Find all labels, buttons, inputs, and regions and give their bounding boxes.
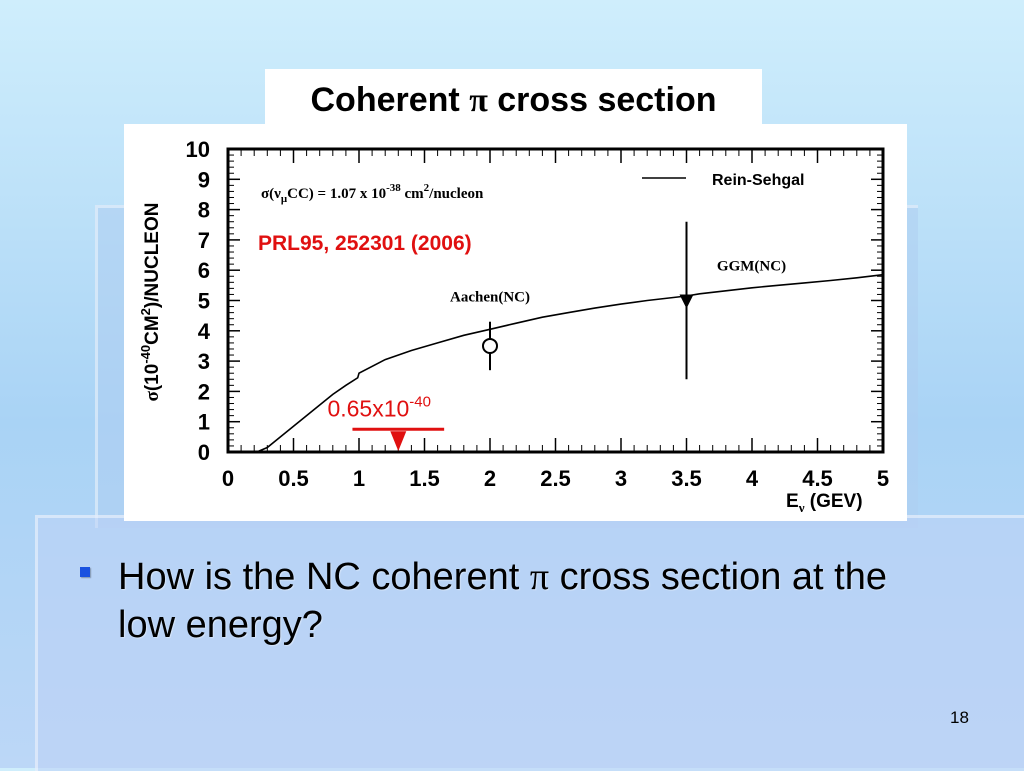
point-label-ggm: GGM(NC) <box>717 259 786 275</box>
x-tick-label: 1 <box>353 466 365 491</box>
cc-cross-section-annotation: σ(νμCC) = 1.07 x 10-38 cm2/nucleon <box>261 182 484 205</box>
x-tick-label: 0.5 <box>278 466 309 491</box>
data-point-aachen <box>482 337 498 354</box>
y-axis-label: σ(10-40CM2)/NUCLEON <box>138 203 163 402</box>
background-panel-bottom <box>35 515 1024 771</box>
x-axis-label: Eν (GEV) <box>786 491 863 515</box>
y-tick-label: 1 <box>198 410 210 435</box>
y-tick-label: 5 <box>198 289 210 314</box>
upper-limit-label: 0.65x10-40 <box>327 393 431 421</box>
upper-limit-label-exp: -40 <box>409 393 431 410</box>
legend-label-rein-sehgal: Rein-Sehgal <box>712 172 804 189</box>
y-tick-label: 8 <box>198 198 210 223</box>
y-tick-label: 3 <box>198 349 210 374</box>
slide-number: 18 <box>950 708 969 727</box>
y-tick-label: 0 <box>198 440 210 465</box>
slide-title: Coherent π cross section <box>310 81 717 119</box>
y-tick-label: 2 <box>198 379 210 404</box>
bullet-square-icon <box>80 567 90 577</box>
y-tick-label: 10 <box>186 137 210 162</box>
y-tick-label: 6 <box>198 258 210 283</box>
x-tick-label: 1.5 <box>409 466 440 491</box>
slide-title-box: Coherent π cross section <box>265 69 762 129</box>
plot-frame <box>226 147 885 454</box>
y-tick-label: 4 <box>198 319 211 344</box>
x-tick-label: 4.5 <box>802 466 833 491</box>
x-tick-label: 2 <box>484 466 496 491</box>
y-tick-label: 7 <box>198 228 210 253</box>
x-tick-label: 3 <box>615 466 627 491</box>
x-tick-label: 4 <box>746 466 759 491</box>
x-tick-label: 3.5 <box>671 466 702 491</box>
y-tick-label: 9 <box>198 167 210 192</box>
pi-symbol: π <box>469 82 488 119</box>
x-tick-label: 2.5 <box>540 466 571 491</box>
data-point-ggm <box>679 294 694 309</box>
reference-citation: PRL95, 252301 (2006) <box>258 232 472 255</box>
cross-section-chart: 0 1 2 3 4 5 6 7 8 9 10 0 0.5 1 1.5 2 2.5 3 3.5 4 4.5 5 Aache… <box>138 137 889 515</box>
x-tick-label: 5 <box>877 466 889 491</box>
upper-limit-label-base: 0.65x10 <box>327 395 409 421</box>
pi-symbol: π <box>529 556 550 598</box>
point-label-aachen: Aachen(NC) <box>450 290 530 306</box>
chart-panel: 0 1 2 3 4 5 6 7 8 9 10 0 0.5 1 1.5 2 2.5 3 3.5 4 4.5 5 Aache… <box>124 124 907 521</box>
rein-sehgal-curve <box>256 273 884 453</box>
upper-limit-arrow <box>390 431 407 451</box>
x-tick-label: 0 <box>222 466 234 491</box>
bullet-text: How is the NC coherent π cross section a… <box>118 556 887 646</box>
